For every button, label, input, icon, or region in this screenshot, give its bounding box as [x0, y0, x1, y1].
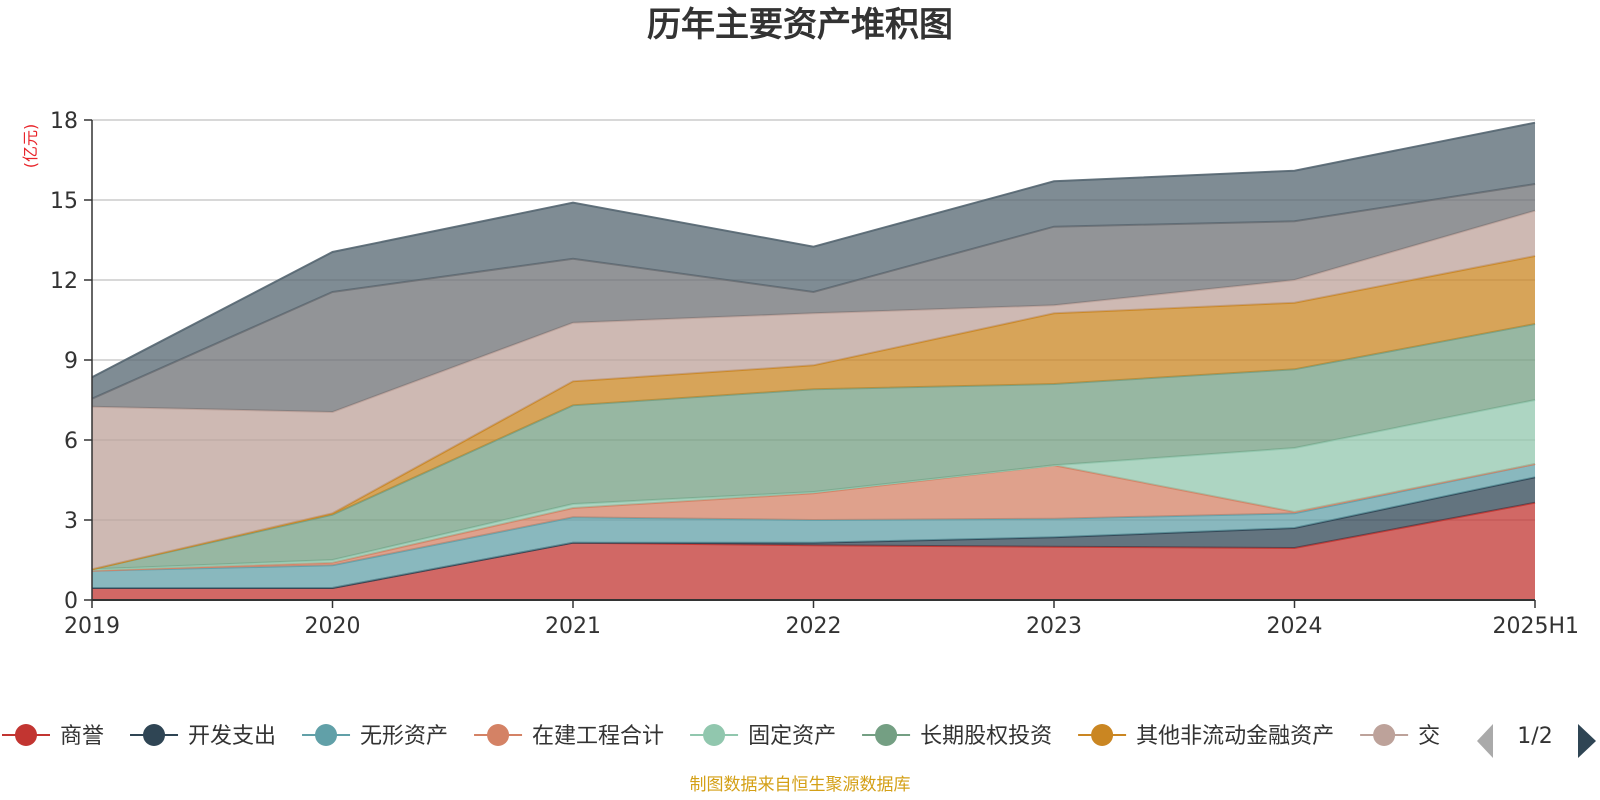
- legend-label: 其他非流动金融资产: [1136, 724, 1334, 749]
- area-series-9[interactable]: [92, 184, 1535, 412]
- legend-item[interactable]: 商誉: [2, 724, 104, 749]
- y-tick-label: 3: [64, 509, 78, 534]
- legend-item[interactable]: 其他非流动金融资产: [1078, 724, 1334, 749]
- legend-marker: [15, 724, 37, 746]
- legend-item[interactable]: 在建工程合计: [474, 724, 664, 749]
- x-tick-label: 2024: [1267, 614, 1323, 639]
- area-series-10[interactable]: [92, 122, 1535, 399]
- legend: 商誉 开发支出 无形资产 在建工程合计 固定资产 长期股权投资 其他非流动金融资产 交 1/2: [2, 724, 1596, 758]
- y-tick-label: 12: [50, 269, 78, 294]
- triangle-left-icon[interactable]: [1477, 724, 1493, 758]
- x-tick-label: 2025H1: [1492, 614, 1579, 639]
- legend-item[interactable]: 开发支出: [130, 724, 276, 749]
- chart-title: 历年主要资产堆积图: [647, 5, 953, 45]
- axes: 0 3 6 9 12 15 18 2019 2020 2021 2022 2023 2024 2025H1: [50, 109, 1579, 639]
- y-tick-label: 15: [50, 189, 78, 214]
- x-tick-label: 2023: [1026, 614, 1082, 639]
- legend-marker: [315, 724, 338, 746]
- legend-item[interactable]: 交: [1360, 724, 1440, 749]
- y-tick-label: 9: [64, 349, 78, 374]
- triangle-right-icon[interactable]: [1578, 724, 1596, 758]
- y-tick-label: 18: [50, 109, 78, 134]
- legend-item[interactable]: 固定资产: [690, 724, 836, 749]
- area-series-2[interactable]: [92, 477, 1535, 588]
- area-series-4[interactable]: [92, 464, 1535, 571]
- y-tick-label: 6: [64, 429, 78, 454]
- legend-items: 商誉 开发支出 无形资产 在建工程合计 固定资产 长期股权投资 其他非流动金融资产 交: [2, 724, 1440, 749]
- legend-label: 固定资产: [748, 724, 836, 749]
- source-note: 制图数据来自恒生聚源数据库: [690, 775, 911, 795]
- legend-item[interactable]: 长期股权投资: [862, 724, 1052, 749]
- area-series-group: [91, 121, 1536, 600]
- y-tick-label: 0: [64, 589, 78, 614]
- area-series-10-line: [91, 121, 1536, 379]
- area-series-6[interactable]: [92, 324, 1535, 570]
- area-series-3[interactable]: [92, 464, 1535, 588]
- legend-marker: [143, 724, 166, 746]
- legend-marker: [487, 724, 510, 746]
- legend-label: 交: [1418, 724, 1440, 749]
- y-unit-label: (亿元): [21, 124, 40, 169]
- legend-label: 商誉: [60, 724, 104, 749]
- x-tick-label: 2020: [305, 614, 361, 639]
- legend-label: 开发支出: [188, 724, 276, 749]
- x-tick-label: 2019: [64, 614, 120, 639]
- legend-label: 长期股权投资: [920, 724, 1052, 749]
- legend-marker: [703, 724, 726, 746]
- area-series-5[interactable]: [92, 400, 1535, 571]
- legend-marker: [1091, 724, 1114, 746]
- legend-marker: [875, 724, 898, 746]
- area-series-1[interactable]: [92, 502, 1535, 600]
- legend-label: 在建工程合计: [532, 724, 664, 749]
- legend-page-indicator: 1/2: [1517, 724, 1552, 749]
- x-tick-label: 2022: [786, 614, 842, 639]
- area-series-8[interactable]: [92, 210, 1535, 570]
- legend-marker: [1373, 724, 1396, 746]
- x-tick-label: 2021: [545, 614, 601, 639]
- legend-item[interactable]: 无形资产: [302, 724, 448, 749]
- legend-label: 无形资产: [360, 724, 448, 749]
- area-series-7[interactable]: [92, 256, 1535, 570]
